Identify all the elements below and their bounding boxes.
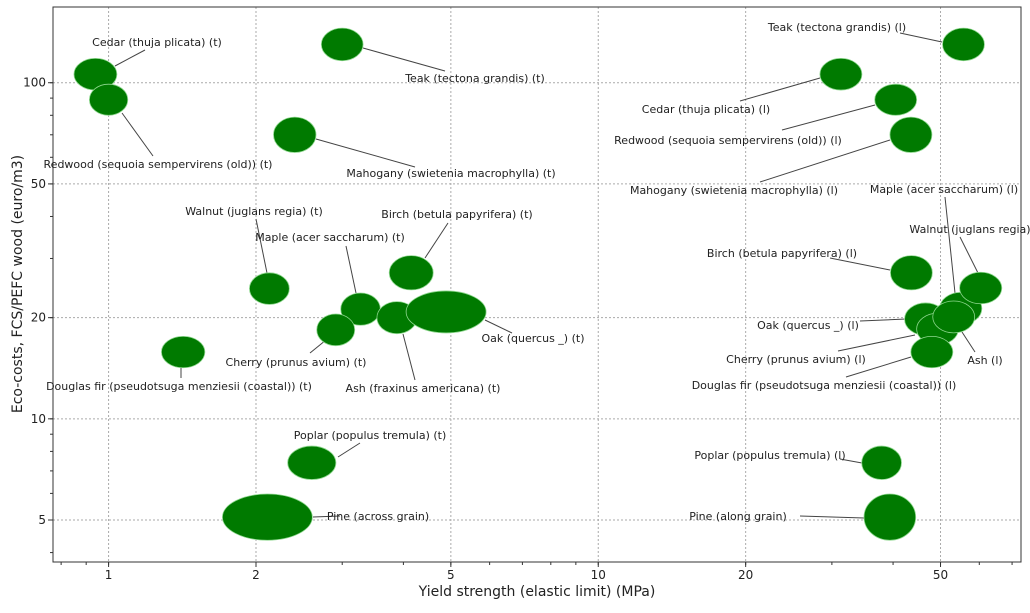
- y-tick-label: 10: [31, 412, 46, 426]
- point-label: Poplar (populus tremula) (t): [294, 429, 447, 442]
- point-label: Redwood (sequoia sempervirens (old)) (t): [44, 158, 273, 171]
- bubble: [273, 116, 317, 153]
- point-label: Mahogany (swietenia macrophylla) (t): [346, 167, 555, 180]
- x-tick-label: 50: [933, 568, 948, 582]
- bubble: [890, 255, 933, 291]
- bubble: [405, 290, 487, 334]
- x-axis-title: Yield strength (elastic limit) (MPa): [418, 584, 656, 600]
- leader-lines: [114, 32, 979, 519]
- point-label: Ash (fraxinus americana) (t): [346, 382, 501, 395]
- leader-line: [845, 356, 912, 378]
- axis-ticks: 1 2 5 10 20 50 5 10 20 50 100: [23, 76, 1013, 582]
- point-label: Oak (quercus _) (t): [482, 332, 585, 345]
- bubble: [316, 313, 356, 347]
- point-label: Birch (betula papyrifera) (l): [707, 247, 857, 260]
- leader-line: [961, 331, 976, 353]
- point-label: Pine (across grain): [327, 510, 429, 523]
- y-tick-label: 50: [31, 177, 46, 191]
- leader-line: [837, 334, 916, 352]
- bubble: [249, 272, 290, 305]
- bubble: [959, 271, 1003, 305]
- x-tick-label: 5: [447, 568, 455, 582]
- y-tick-label: 20: [31, 311, 46, 325]
- leader-line: [121, 112, 154, 157]
- leader-line: [484, 319, 513, 334]
- leader-line: [739, 77, 821, 102]
- leader-line: [424, 222, 449, 259]
- bubble: [889, 116, 933, 153]
- leader-line: [959, 236, 979, 274]
- leader-line: [402, 333, 416, 381]
- point-label: Pine (along grain): [689, 510, 787, 523]
- bubble: [874, 83, 918, 116]
- bubble: [942, 27, 985, 62]
- bubble: [88, 83, 129, 116]
- y-tick-label: 100: [23, 76, 46, 90]
- x-tick-label: 1: [105, 568, 113, 582]
- bubble: [161, 335, 206, 369]
- x-tick-label: 20: [738, 568, 753, 582]
- leader-line: [944, 196, 956, 294]
- point-label: Birch (betula papyrifera) (t): [381, 208, 532, 221]
- point-label: Cedar (thuja plicata) (t): [92, 36, 222, 49]
- bubble: [932, 300, 976, 334]
- point-label: Maple (acer saccharum) (l): [870, 183, 1018, 196]
- bubble: [819, 57, 863, 91]
- bubble: [910, 335, 954, 369]
- point-label: Walnut (juglans regia) (t): [185, 205, 323, 218]
- x-tick-label: 10: [591, 568, 606, 582]
- point-label: Teak (tectona grandis) (l): [767, 21, 906, 34]
- point-label: Douglas fir (pseudotsuga menziesii (coas…: [46, 380, 312, 393]
- point-label: Cherry (prunus avium) (l): [726, 353, 866, 366]
- leader-line: [345, 245, 357, 294]
- point-label: Ash (l): [967, 354, 1002, 367]
- bubble: [388, 255, 434, 291]
- plot-area-frame: [52, 6, 1022, 563]
- leader-line: [312, 515, 341, 518]
- x-tick-label: 2: [252, 568, 260, 582]
- leader-line: [759, 139, 891, 183]
- leader-line: [859, 318, 907, 322]
- leader-line: [315, 138, 416, 168]
- point-label: Poplar (populus tremula) (l): [694, 449, 845, 462]
- bubble: [222, 493, 313, 541]
- point-label: Cedar (thuja plicata) (l): [642, 103, 770, 116]
- point-label: Redwood (sequoia sempervirens (old)) (l): [614, 134, 842, 147]
- leader-line: [337, 442, 361, 458]
- bubble: [863, 493, 917, 541]
- leader-line: [799, 515, 865, 519]
- leader-line: [362, 47, 446, 72]
- leader-line: [255, 218, 268, 274]
- leader-line: [781, 104, 876, 131]
- leader-line: [899, 32, 943, 43]
- point-label: Cherry (prunus avium) (t): [226, 356, 367, 369]
- point-label: Oak (quercus _) (l): [757, 319, 859, 332]
- bubble: [287, 445, 337, 480]
- leader-line: [839, 458, 863, 464]
- point-label: Maple (acer saccharum) (t): [255, 231, 405, 244]
- point-labels: Cedar (thuja plicata) (t) Redwood (sequoi…: [44, 21, 1030, 523]
- bubble: [320, 27, 364, 62]
- y-axis-title: Eco-costs, FCS/PEFC wood (euro/m3): [10, 155, 26, 413]
- leader-line: [114, 49, 146, 67]
- leader-line: [829, 257, 891, 271]
- point-label: Mahogany (swietenia macrophylla) (l): [630, 184, 838, 197]
- y-tick-label: 5: [38, 513, 46, 527]
- bubbles: [73, 27, 1003, 541]
- bubble: [861, 445, 902, 480]
- point-label: Teak (tectona grandis) (t): [404, 72, 545, 85]
- point-label: Walnut (juglans regia): [909, 223, 1030, 236]
- point-label: Douglas fir (pseudotsuga menziesii (coas…: [692, 379, 957, 392]
